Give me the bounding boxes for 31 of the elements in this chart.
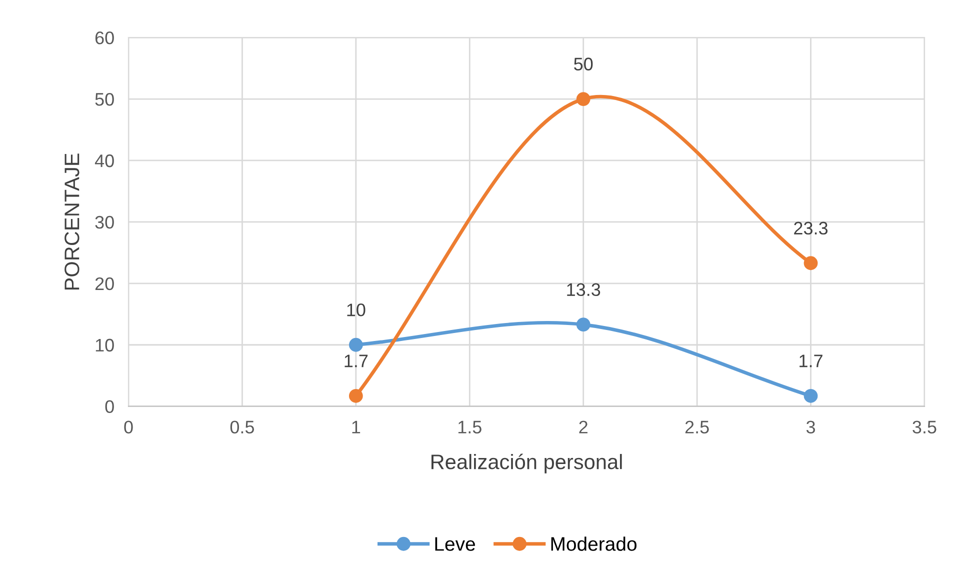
data-label: 10: [347, 304, 366, 316]
data-label: 50: [574, 58, 593, 70]
x-tick-label: 3: [806, 420, 815, 434]
point: [804, 256, 818, 270]
data-label: 1.7: [344, 354, 368, 368]
x-axis-title: Realización personal: [432, 454, 622, 474]
y-tick-label: 20: [95, 277, 114, 290]
x-tick-label: 3.5: [912, 420, 936, 434]
x-tick-label: 1: [352, 420, 360, 434]
y-tick-label: 0: [105, 400, 114, 414]
data-label: 23.3: [794, 222, 828, 235]
y-tick-label: 30: [95, 216, 114, 229]
x-tick-label: 2: [579, 420, 588, 434]
y-tick-label: 40: [94, 154, 114, 168]
y-tick-label: 60: [95, 32, 114, 44]
legend-label: Moderado: [551, 536, 636, 551]
point: [576, 92, 590, 106]
x-tick-label: 1.5: [458, 420, 482, 434]
y-tick-label: 50: [95, 92, 114, 106]
x-tick-label: 0.5: [230, 420, 254, 434]
y-tick-label: 10: [96, 338, 114, 352]
point: [804, 388, 818, 403]
data-label: 1.7: [800, 354, 822, 368]
point: [348, 388, 363, 403]
point: [348, 338, 363, 352]
data-label: 13.3: [567, 283, 600, 296]
x-tick-label: 0: [124, 420, 133, 434]
point: [576, 318, 590, 332]
legend-label: Leve: [435, 537, 475, 551]
x-tick-label: 2.5: [685, 420, 709, 434]
y-axis-title: PORCENTAJE: [64, 154, 80, 290]
